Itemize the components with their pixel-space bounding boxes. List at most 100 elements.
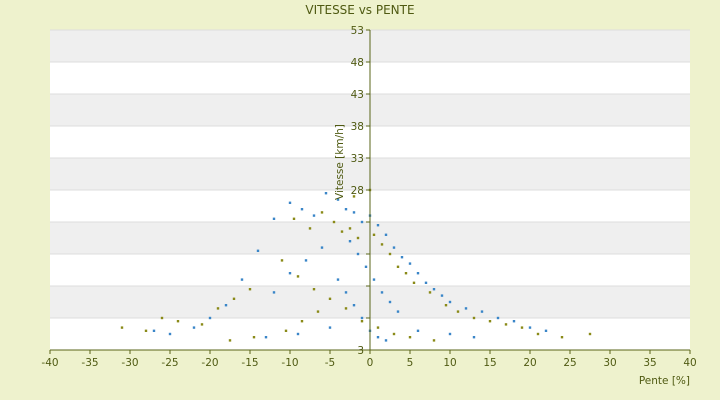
data-point-blue	[380, 291, 384, 294]
data-point-blue	[152, 329, 156, 332]
data-point-blue	[344, 208, 348, 211]
data-point-blue	[224, 304, 228, 307]
data-point-olive	[472, 316, 476, 320]
data-point-olive	[332, 220, 336, 224]
data-point-blue	[432, 288, 436, 291]
data-point-blue	[376, 336, 380, 339]
data-point-olive	[160, 316, 164, 320]
x-tick-label: -15	[241, 357, 258, 369]
data-point-blue	[344, 291, 348, 294]
x-tick-label: 15	[483, 357, 496, 369]
data-point-olive	[432, 339, 436, 342]
data-point-blue	[296, 332, 300, 336]
data-point-blue	[416, 329, 420, 332]
data-point-olive	[248, 288, 252, 291]
data-point-olive	[328, 297, 332, 300]
data-point-blue	[312, 214, 316, 217]
chart-title: VITESSE vs PENTE	[305, 3, 414, 17]
data-point-blue	[396, 310, 400, 313]
x-tick-label: 40	[683, 357, 696, 369]
data-point-olive	[284, 329, 288, 332]
y-tick-label: 33	[351, 153, 364, 165]
x-axis-label: Pente [%]	[639, 375, 690, 387]
x-tick-label: 35	[643, 357, 656, 369]
data-point-olive	[536, 332, 540, 336]
y-tick-label: 28	[351, 185, 364, 197]
data-point-blue	[192, 326, 196, 329]
data-point-blue	[288, 201, 292, 204]
data-point-blue	[304, 259, 308, 262]
y-tick-label: 3	[357, 345, 364, 357]
data-point-olive	[316, 310, 320, 313]
data-point-blue	[472, 336, 476, 339]
data-point-olive	[200, 323, 204, 326]
data-point-blue	[256, 249, 260, 252]
data-point-blue	[320, 246, 324, 249]
data-point-olive	[352, 195, 356, 198]
data-point-olive	[344, 307, 348, 310]
y-tick-label: 43	[351, 89, 364, 101]
data-point-blue	[168, 332, 172, 336]
data-point-blue	[512, 320, 516, 323]
data-point-blue	[348, 240, 352, 243]
data-point-blue	[300, 208, 304, 211]
data-point-olive	[404, 272, 408, 275]
data-point-blue	[272, 217, 276, 220]
data-point-olive	[360, 320, 364, 323]
data-point-blue	[352, 304, 356, 307]
data-point-blue	[416, 272, 420, 275]
y-tick-label: 48	[351, 57, 364, 69]
data-point-olive	[388, 252, 392, 256]
data-point-olive	[520, 326, 524, 329]
data-point-blue	[360, 316, 364, 320]
data-point-blue	[496, 316, 500, 320]
data-point-olive	[372, 233, 376, 236]
data-point-blue	[424, 281, 428, 284]
x-tick-label: -30	[121, 357, 138, 369]
data-point-blue	[336, 198, 340, 201]
data-point-blue	[264, 336, 268, 339]
data-point-blue	[464, 307, 468, 310]
data-point-olive	[216, 307, 220, 310]
data-point-blue	[208, 316, 212, 320]
y-axis-label: Vitesse [km/h]	[334, 124, 346, 200]
data-point-olive	[292, 217, 296, 220]
data-point-olive	[392, 332, 396, 336]
data-point-blue	[352, 211, 356, 214]
data-point-olive	[320, 211, 324, 214]
data-point-blue	[384, 233, 388, 236]
data-point-olive	[176, 320, 180, 323]
data-point-blue	[240, 278, 244, 281]
data-point-olive	[340, 230, 344, 233]
data-point-blue	[324, 192, 328, 195]
data-point-olive	[252, 336, 256, 339]
x-tick-label: -35	[81, 357, 98, 369]
data-point-blue	[384, 339, 388, 342]
data-point-blue	[372, 278, 376, 281]
data-point-olive	[412, 281, 416, 284]
data-point-olive	[308, 227, 312, 230]
data-point-olive	[300, 320, 304, 323]
data-point-blue	[528, 326, 532, 329]
data-point-olive	[488, 320, 492, 323]
x-tick-label: -25	[161, 357, 178, 369]
data-point-blue	[388, 300, 392, 304]
axes: -40 -35 -30 -25 -20 -15 -10 -5 0 5 10 15 20 25 30 35 40 2…	[41, 25, 696, 369]
data-point-blue	[288, 272, 292, 275]
data-point-olive	[312, 288, 316, 291]
x-tick-label: 30	[603, 357, 616, 369]
x-tick-label: -5	[325, 357, 335, 369]
data-point-olive	[356, 236, 360, 240]
data-point-blue	[364, 265, 368, 268]
x-tick-label: 0	[367, 357, 374, 369]
data-point-olive	[376, 326, 380, 329]
data-point-olive	[408, 336, 412, 339]
x-tick-label: 10	[443, 357, 456, 369]
data-point-blue	[440, 294, 444, 297]
data-point-blue	[544, 329, 548, 332]
x-tick-label: -40	[41, 357, 58, 369]
data-point-blue	[392, 246, 396, 249]
data-point-blue	[408, 262, 412, 265]
data-point-olive	[504, 323, 508, 326]
